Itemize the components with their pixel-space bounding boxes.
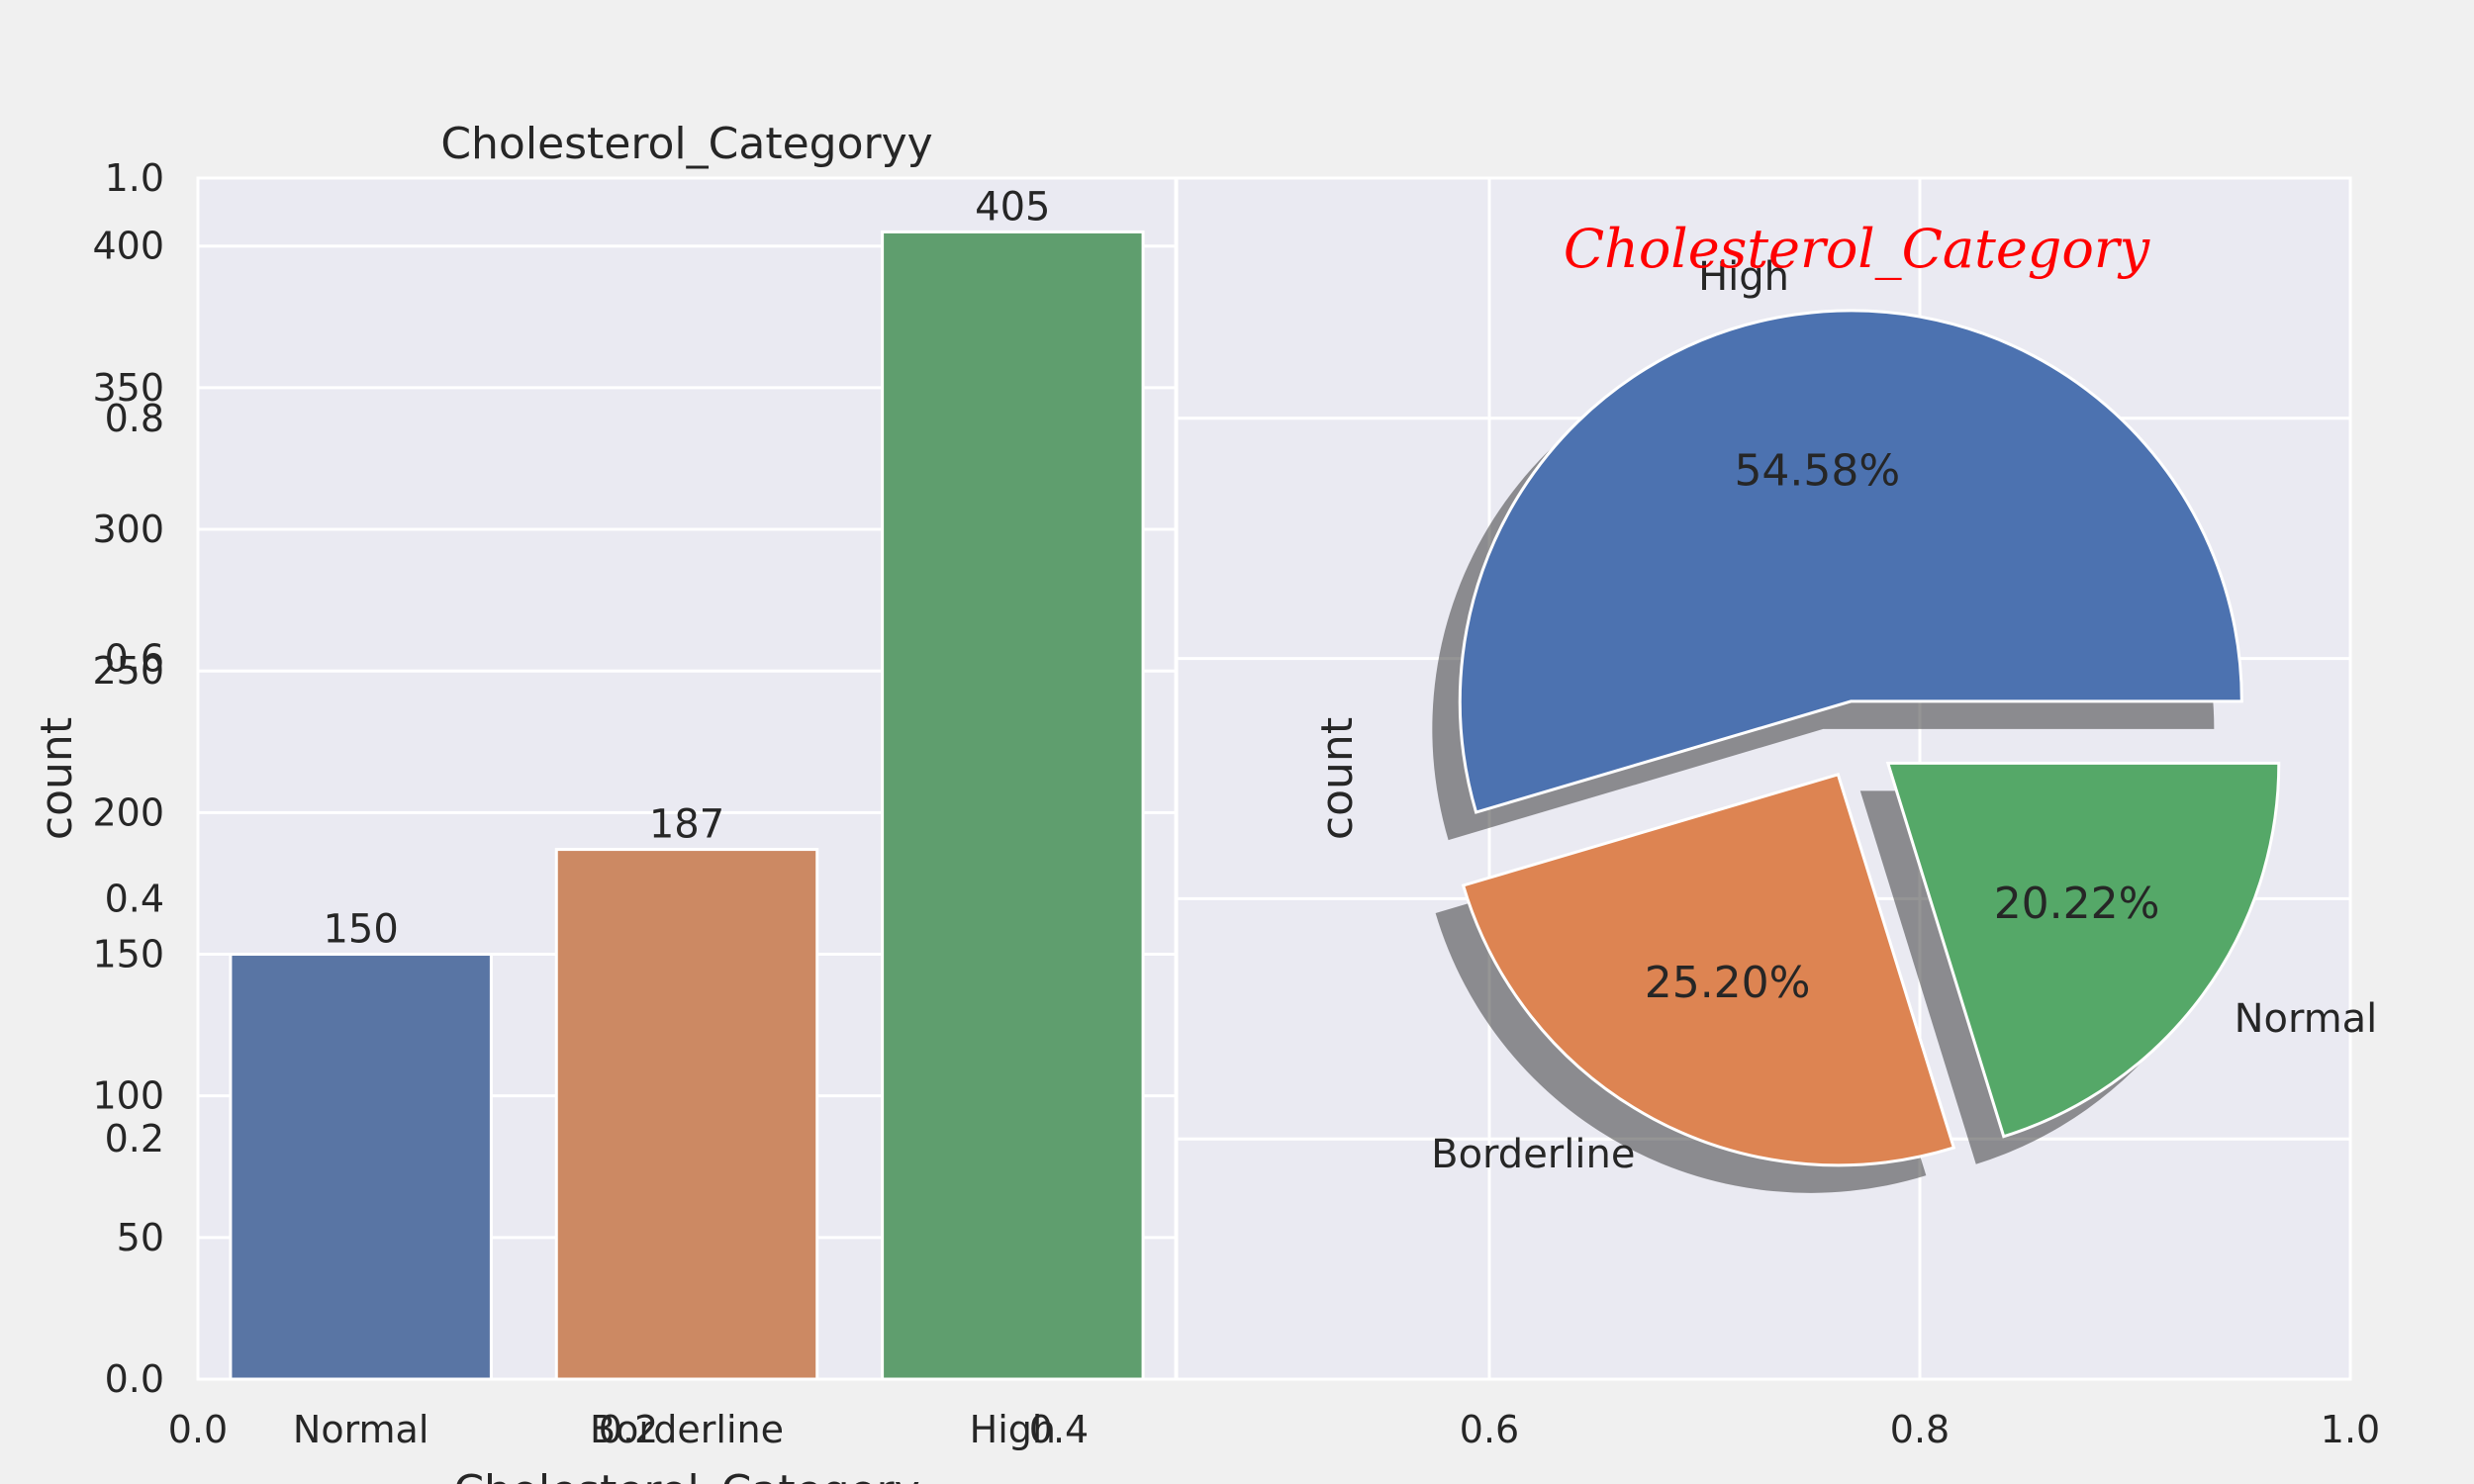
figure-xtick-label: 0.8: [1890, 1408, 1950, 1451]
bar-ytick-label: 250: [92, 649, 164, 693]
figure-ytick-label: 0.8: [105, 397, 164, 440]
bar-category-label: Normal: [293, 1408, 429, 1451]
bar-category-label: High: [970, 1408, 1056, 1451]
pie-wedge-borderline: [1461, 772, 1956, 1167]
pie-slice-label: Borderline: [1431, 1132, 1635, 1177]
pie-chart: 54.58% High 25.20% Borderline 20.22% Normal Ch…: [1175, 176, 2378, 1381]
bar-chart: 150 Normal 187 Borderline 405 High 50 100 150 200…: [32, 119, 2380, 1484]
bar-ytick-label: 300: [92, 508, 164, 551]
figure-xtick-label: 1.0: [2321, 1408, 2380, 1451]
figure-xtick-label: 0.0: [168, 1408, 228, 1451]
figure-ytick-label: 0.2: [105, 1117, 164, 1160]
bar-category-label: Borderline: [590, 1408, 784, 1451]
bar-ytick-label: 200: [92, 790, 164, 834]
pie-wedge-normal: [1885, 761, 2281, 1139]
figure-ytick-label: 1.0: [105, 156, 164, 200]
pie-wedge-high: [1458, 309, 2243, 814]
figure-ytick-label: 0.6: [105, 637, 164, 681]
bar-ytick-label: 100: [92, 1074, 164, 1118]
bar-ytick-label: 150: [92, 933, 164, 976]
pie-slice-label: Normal: [2235, 996, 2378, 1042]
bar-data-label: 150: [323, 907, 398, 953]
pie-title: Cholesterol_Category: [1564, 218, 2151, 280]
pie-axes-border: [1175, 176, 2352, 1381]
bar-ytick-label: 50: [117, 1216, 164, 1259]
bar-title: Cholesterol_Categoryy: [440, 119, 932, 169]
bar-normal: [229, 953, 493, 1381]
pie-wedges: [1432, 309, 2281, 1193]
figure-xtick-label: 0.4: [1029, 1408, 1089, 1451]
bar-data-label: 187: [649, 802, 724, 848]
figure-xtick-label: 0.2: [599, 1408, 658, 1451]
bar-data-label: 405: [975, 184, 1050, 230]
pie-percent-label: 20.22%: [1994, 879, 2160, 929]
bar-xlabel: Cholesterol_Category: [453, 1466, 919, 1484]
bar-ylabel: count: [32, 717, 82, 840]
bar-ytick-label: 400: [92, 225, 164, 268]
bar-high: [881, 230, 1145, 1381]
pie-slice-label: High: [1698, 254, 1789, 300]
figure-xtick-label: 0.6: [1460, 1408, 1519, 1451]
figure-ytick-label: 0.4: [105, 877, 164, 920]
pie-percent-label: 25.20%: [1645, 958, 1811, 1008]
bar-ytick-label: 350: [92, 366, 164, 410]
pie-percent-label: 54.58%: [1734, 445, 1900, 496]
pie-ylabel: count: [1312, 717, 1363, 840]
figure-ytick-label: 0.0: [105, 1357, 164, 1401]
bar-borderline: [554, 848, 819, 1381]
